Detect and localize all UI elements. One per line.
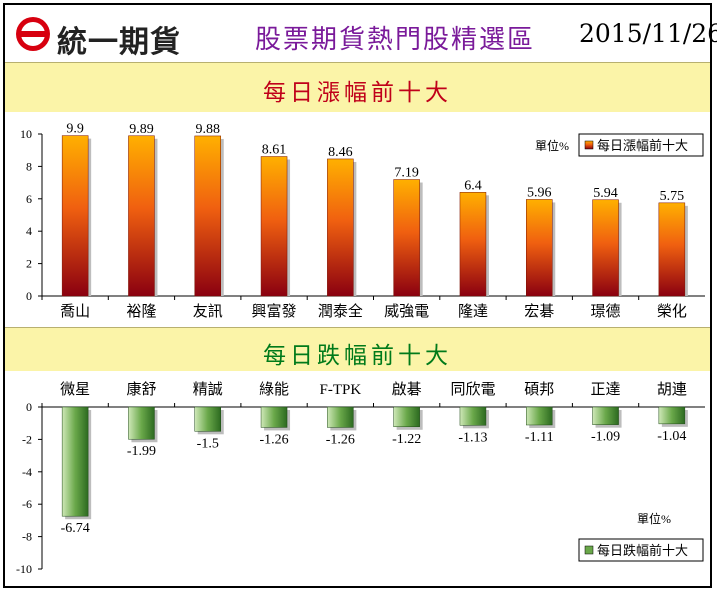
- data-label: -6.74: [61, 521, 90, 536]
- data-label: -1.11: [525, 430, 554, 445]
- y-tick-label: -2: [22, 432, 32, 446]
- unit-label: 單位%: [535, 138, 569, 153]
- unit-label: 單位%: [637, 511, 671, 526]
- bar: [459, 192, 487, 297]
- data-label: 5.96: [527, 185, 552, 200]
- category-label: 胡連: [657, 381, 687, 398]
- losers-chart-svg: 0 -2 -4 -6 -8 -10 -6.74 微星 -1.99 康舒 -1.5 精誠 -1.26 綠能 -…: [16, 381, 705, 576]
- legend-swatch: [584, 545, 594, 555]
- bar: [327, 406, 354, 428]
- category-label: 同欣電: [450, 381, 495, 398]
- bar: [194, 135, 221, 297]
- report-date: 2015/11/26: [579, 19, 717, 48]
- bar: [592, 199, 619, 297]
- bar: [128, 406, 155, 440]
- data-label: -1.22: [392, 432, 421, 447]
- data-label: 5.75: [660, 189, 685, 204]
- losers-chart: 0 -2 -4 -6 -8 -10 -6.74 微星 -1.99 康舒 -1.5 精誠 -1.26 綠能 -…: [5, 371, 710, 584]
- category-label: 康舒: [126, 381, 156, 398]
- bar: [658, 406, 686, 425]
- data-label: 9.89: [129, 122, 154, 137]
- bar: [459, 406, 487, 426]
- data-label: 8.46: [328, 145, 353, 160]
- category-label: 裕隆: [126, 303, 156, 320]
- category-label: 喬山: [60, 303, 90, 320]
- legend-box: [578, 538, 704, 562]
- bar: [393, 179, 420, 297]
- company-logo-text: 統一期貨: [57, 25, 181, 60]
- data-label: 7.19: [394, 166, 419, 181]
- category-label: 威強電: [384, 303, 429, 320]
- data-label: 9.88: [196, 122, 221, 137]
- bar: [592, 406, 619, 425]
- category-label: 精誠: [193, 381, 223, 398]
- data-label: -1.13: [458, 430, 487, 445]
- data-label: 5.94: [593, 186, 618, 201]
- category-label: 璟德: [591, 302, 621, 320]
- legend-label: 每日漲幅前十大: [597, 138, 688, 153]
- category-label: 隆達: [458, 303, 488, 320]
- y-tick-label: -6: [22, 497, 32, 511]
- y-tick-label: 0: [26, 400, 32, 414]
- category-label: 啟碁: [392, 381, 422, 398]
- data-label: 9.9: [66, 122, 84, 137]
- losers-band: 每日跌幅前十大: [5, 327, 710, 373]
- y-tick-label: -8: [22, 530, 32, 544]
- gainers-band: 每日漲幅前十大: [5, 62, 710, 114]
- gainers-title: 每日漲幅前十大: [263, 80, 452, 106]
- bar: [658, 202, 686, 297]
- bar: [61, 406, 89, 517]
- category-label: 碩邦: [524, 381, 554, 398]
- header: 統一期貨 股票期貨熱門股精選區 2015/11/26: [5, 5, 717, 61]
- legend-swatch: [584, 140, 594, 150]
- bar: [327, 158, 354, 297]
- y-tick-label: 6: [26, 192, 32, 206]
- bar: [128, 135, 155, 297]
- page-title: 股票期貨熱門股精選區: [255, 25, 536, 55]
- bar: [526, 199, 553, 297]
- data-label: -1.99: [127, 444, 156, 459]
- y-tick-label: 10: [20, 127, 32, 141]
- category-label: 興富發: [252, 302, 297, 320]
- gainers-chart-svg: 0 2 4 6 8 10 9.9 喬山 9.89 裕隆 9.88 友訊 8.61 興富發 8.46 潤泰全 7.…: [20, 122, 705, 320]
- gainers-chart: 0 2 4 6 8 10 9.9 喬山 9.89 裕隆 9.88 友訊 8.61 興富發 8.46 潤泰全 7.…: [5, 112, 710, 327]
- data-label: -1.04: [657, 429, 686, 444]
- bar: [393, 406, 420, 428]
- category-label: 宏碁: [524, 303, 554, 320]
- data-label: 6.4: [464, 178, 482, 193]
- legend-label: 每日跌幅前十大: [597, 543, 688, 558]
- y-tick-label: 0: [26, 289, 32, 303]
- bar: [526, 406, 553, 426]
- data-label: -1.26: [326, 432, 355, 447]
- bar: [260, 406, 288, 428]
- bar: [260, 156, 288, 297]
- y-tick-label: 8: [26, 159, 32, 173]
- category-label: 微星: [60, 381, 90, 398]
- y-tick-label: -10: [16, 562, 32, 576]
- y-tick-label: -4: [22, 465, 32, 479]
- bar: [194, 406, 221, 432]
- category-label: 榮化: [657, 303, 687, 320]
- legend-box: [578, 133, 704, 157]
- category-label: 綠能: [259, 381, 289, 398]
- bar: [61, 135, 89, 297]
- y-tick-label: 2: [26, 257, 32, 271]
- data-label: -1.26: [259, 432, 288, 447]
- company-logo-icon: [16, 17, 50, 51]
- data-label: -1.09: [591, 430, 620, 445]
- category-label: F-TPK: [320, 382, 362, 398]
- category-label: 潤泰全: [318, 302, 363, 320]
- category-label: 正達: [591, 381, 621, 398]
- losers-title: 每日跌幅前十大: [263, 343, 452, 369]
- y-tick-label: 4: [26, 224, 32, 238]
- data-label: 8.61: [262, 143, 287, 158]
- category-label: 友訊: [193, 303, 223, 320]
- data-label: -1.5: [197, 436, 219, 451]
